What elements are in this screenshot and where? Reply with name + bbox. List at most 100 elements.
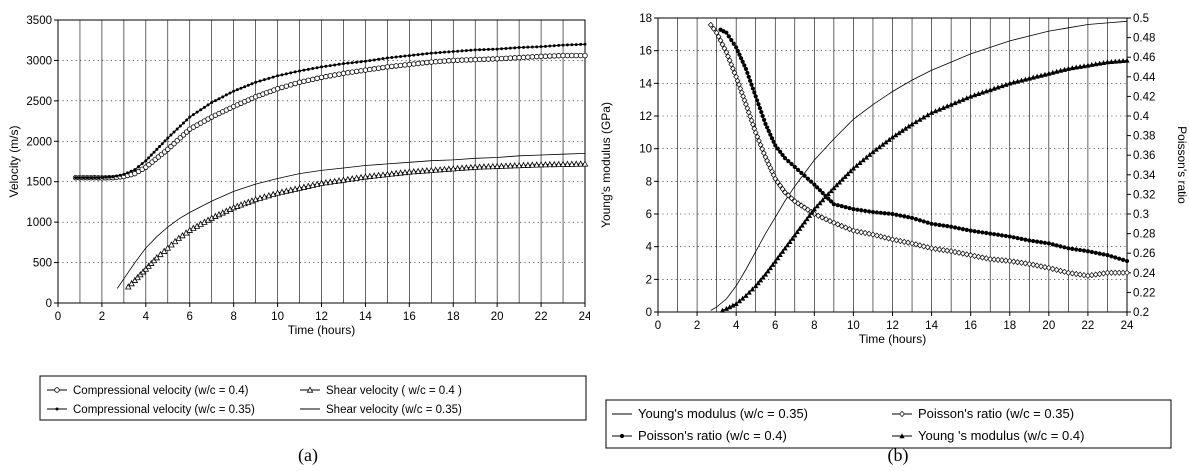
data-point <box>428 166 435 173</box>
data-point <box>899 127 905 133</box>
data-point <box>416 53 420 57</box>
data-point <box>1007 234 1012 239</box>
data-point <box>1018 259 1025 266</box>
data-point <box>274 189 281 196</box>
data-point <box>809 209 815 215</box>
data-point <box>820 190 825 196</box>
data-point <box>199 108 203 112</box>
data-point <box>464 49 468 53</box>
data-point <box>384 64 391 70</box>
data-point <box>786 158 791 164</box>
data-point <box>300 183 308 190</box>
legend-label: Young's modulus (w/c = 0.35) <box>638 406 808 421</box>
y-tick-label: 2500 <box>26 96 52 108</box>
data-point <box>735 48 740 54</box>
data-point <box>746 289 752 295</box>
data-point <box>858 229 865 236</box>
data-point <box>432 166 439 173</box>
data-point <box>533 161 540 168</box>
data-point <box>314 75 320 82</box>
y-tick-label: 0 <box>646 307 652 319</box>
data-point <box>1065 65 1071 71</box>
data-point <box>877 233 884 240</box>
data-point <box>1093 61 1099 67</box>
data-point <box>913 119 919 125</box>
y2-tick-label: 0.3 <box>1133 209 1149 221</box>
data-point <box>213 99 217 103</box>
data-point <box>976 229 981 234</box>
data-point <box>153 254 161 261</box>
data-point <box>1120 257 1126 262</box>
data-point <box>880 141 886 147</box>
data-point <box>128 279 135 287</box>
data-point <box>1030 261 1037 268</box>
data-point <box>967 252 974 259</box>
data-point <box>129 169 133 173</box>
y2-tick-label: 0.38 <box>1133 131 1155 143</box>
data-point <box>787 238 793 244</box>
data-point <box>948 248 955 255</box>
data-point <box>1031 238 1036 244</box>
series-line <box>710 20 1128 311</box>
data-point <box>432 59 439 65</box>
data-point <box>804 216 810 222</box>
data-point <box>1042 240 1048 245</box>
legend-label: Shear velocity ( w/c = 0.4 ) <box>326 385 462 397</box>
data-point <box>991 85 997 91</box>
data-point <box>805 176 810 181</box>
data-point <box>917 116 923 122</box>
x-tick-label: 18 <box>1003 320 1016 332</box>
data-point <box>133 168 137 172</box>
data-point <box>971 92 978 98</box>
data-point <box>929 221 934 226</box>
data-point <box>870 149 876 155</box>
data-point <box>438 51 442 55</box>
legend-marker <box>899 433 905 439</box>
data-point <box>737 52 742 57</box>
data-point <box>925 112 931 118</box>
data-point <box>555 160 562 168</box>
data-point <box>988 231 993 236</box>
data-point <box>239 86 243 90</box>
data-point <box>1112 269 1119 276</box>
data-point <box>757 106 762 111</box>
data-point <box>169 133 173 137</box>
data-point <box>104 175 108 179</box>
data-point <box>789 161 794 167</box>
data-point <box>1097 60 1103 66</box>
data-point <box>195 110 199 114</box>
data-point <box>836 179 843 185</box>
data-point <box>1116 269 1123 276</box>
data-point <box>1015 236 1020 241</box>
data-point <box>424 59 430 66</box>
data-point <box>768 132 773 137</box>
data-point <box>752 129 759 136</box>
data-point <box>498 55 505 62</box>
data-point <box>1042 71 1048 77</box>
data-point <box>760 274 766 280</box>
data-point <box>889 236 896 243</box>
data-point <box>817 200 823 206</box>
data-point <box>1074 247 1079 252</box>
data-point <box>458 164 466 171</box>
y-tick-label: 14 <box>639 78 652 90</box>
data-point <box>752 90 757 95</box>
data-point <box>111 175 115 179</box>
data-point <box>893 237 900 244</box>
data-point <box>971 252 978 260</box>
data-point <box>284 72 288 76</box>
data-point <box>886 136 892 142</box>
data-point <box>948 101 954 107</box>
data-point <box>425 52 429 56</box>
data-point <box>956 226 962 231</box>
data-point <box>766 128 771 134</box>
data-point <box>897 237 904 245</box>
data-point <box>392 169 400 177</box>
data-point <box>291 185 299 192</box>
data-point <box>855 207 860 212</box>
data-point <box>995 232 1001 237</box>
data-point <box>906 123 912 129</box>
y2-tick-label: 0.48 <box>1133 33 1155 45</box>
data-point <box>537 161 545 168</box>
data-point <box>306 67 310 71</box>
